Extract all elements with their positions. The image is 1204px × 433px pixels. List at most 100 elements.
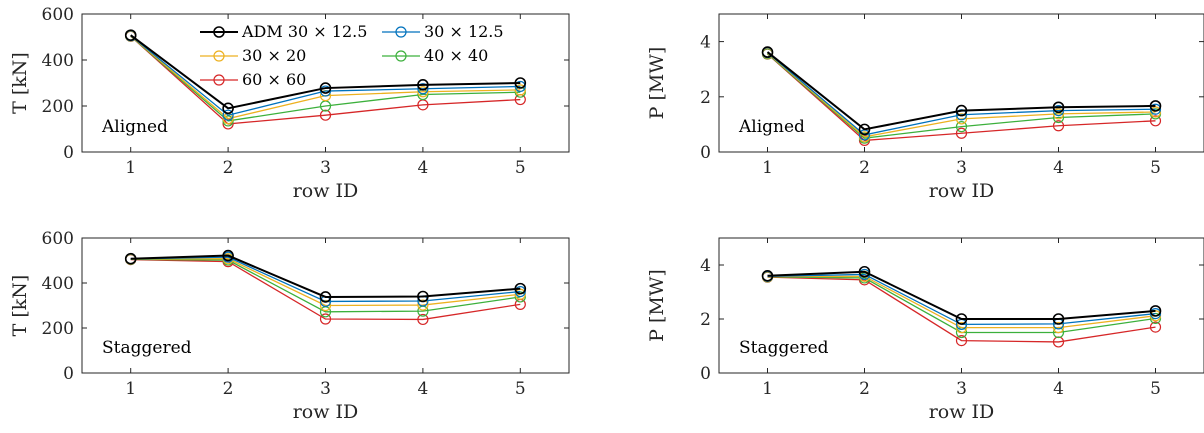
y-tick-label: 4 (700, 33, 711, 53)
data-point-series-0 (417, 79, 429, 91)
data-point-series-0 (1052, 313, 1065, 325)
x-tick-label: 2 (859, 158, 870, 178)
x-tick-label: 5 (515, 158, 526, 178)
data-point-series-4 (319, 313, 332, 325)
x-tick-label: 1 (762, 158, 773, 178)
legend-swatch-marker (213, 74, 225, 86)
y-tick-label: 2 (700, 88, 711, 108)
y-axis-label: P [MW] (646, 269, 668, 342)
data-point-series-4 (1149, 321, 1162, 333)
data-point-series-0 (319, 82, 332, 94)
series-line-1 (767, 273, 1156, 326)
x-tick-label: 2 (859, 379, 870, 399)
data-point-series-2 (417, 299, 429, 311)
y-tick-label: 2 (700, 310, 711, 330)
data-point-series-1 (417, 83, 429, 95)
y-tick-label: 4 (700, 256, 711, 276)
y-tick-label: 0 (63, 364, 74, 384)
series-line-0 (130, 34, 521, 110)
x-tick-label: 2 (223, 158, 234, 178)
series-line-4 (130, 258, 521, 321)
data-point-series-4 (319, 109, 332, 121)
series-line-3 (130, 35, 521, 122)
chart-bottom-left: 1 2 3 4 5 0 200 400 600 row ID T [kN] Staggered (9, 229, 570, 423)
data-point-series-0 (417, 290, 429, 303)
x-tick-label: 3 (956, 158, 967, 178)
x-tick-label: 1 (125, 158, 136, 178)
y-axis-label: T [kN] (9, 52, 31, 114)
y-tick-label: 600 (42, 229, 74, 249)
data-point-series-0 (1149, 305, 1162, 317)
data-point-series-2 (955, 113, 968, 125)
series-line-0 (130, 254, 521, 298)
series-line-1 (130, 256, 521, 303)
data-point-series-2 (417, 86, 429, 98)
data-point-series-3 (955, 121, 968, 133)
y-tick-label: 0 (700, 364, 711, 384)
series-line-1 (130, 35, 521, 116)
legend-entry-label: 60 × 60 (242, 70, 306, 89)
chart-top-left: 1 2 3 4 5 0 200 400 600 row ID T [kN] Aligned ADM 30… (9, 5, 570, 202)
data-point-series-0 (1149, 100, 1162, 112)
series-line-2 (130, 258, 521, 307)
legend-entry-label: ADM 30 × 12.5 (241, 22, 367, 41)
y-axis-label: P [MW] (646, 47, 668, 120)
series-line-0 (767, 270, 1156, 320)
series-line-1 (767, 52, 1156, 136)
panel-annotation: Aligned (738, 117, 805, 137)
x-axis-label: row ID (929, 180, 995, 202)
data-point-series-0 (124, 29, 137, 41)
data-point-series-0 (319, 291, 332, 303)
x-tick-label: 3 (956, 379, 967, 399)
data-point-series-2 (955, 322, 968, 334)
series-line-3 (130, 258, 521, 313)
x-tick-label: 5 (1150, 379, 1161, 399)
data-point-series-2 (319, 299, 332, 312)
series-line-4 (767, 276, 1156, 343)
series-line-4 (130, 35, 521, 125)
series-line-0 (766, 51, 1156, 131)
data-point-series-4 (417, 313, 429, 326)
data-point-series-0 (858, 265, 871, 278)
series-line-3 (767, 53, 1156, 139)
y-tick-label: 200 (42, 319, 74, 339)
series-line-4 (767, 53, 1156, 142)
panel-annotation: Staggered (739, 338, 829, 358)
x-axis-label: row ID (293, 401, 359, 423)
data-point-series-0 (955, 313, 968, 325)
y-axis-label: T [kN] (9, 275, 31, 337)
y-tick-label: 400 (42, 51, 74, 71)
data-point-series-1 (222, 109, 234, 121)
x-tick-label: 4 (417, 379, 428, 399)
legend-entry-label: 30 × 12.5 (424, 22, 504, 41)
data-point-series-4 (955, 335, 968, 347)
y-tick-label: 200 (42, 97, 74, 117)
data-point-series-1 (1052, 104, 1065, 117)
data-point-series-4 (955, 127, 968, 139)
y-tick-label: 0 (700, 143, 711, 163)
legend-swatch-marker (213, 50, 225, 62)
panel-annotation: Aligned (101, 117, 168, 137)
x-tick-label: 5 (1150, 158, 1161, 178)
data-point-series-2 (1052, 322, 1065, 334)
data-point-series-0 (514, 77, 527, 89)
x-tick-label: 4 (1053, 379, 1064, 399)
data-point-series-0 (761, 269, 774, 282)
x-tick-label: 3 (320, 158, 331, 178)
x-tick-label: 1 (125, 379, 136, 399)
data-point-series-1 (1149, 103, 1162, 115)
legend-entry-label: 30 × 20 (242, 46, 306, 65)
x-tick-label: 5 (515, 379, 526, 399)
data-point-series-3 (1149, 312, 1162, 325)
data-point-series-2 (514, 84, 526, 96)
data-point-series-2 (1149, 106, 1162, 118)
legend-swatch-marker (395, 26, 407, 38)
data-point-series-0 (761, 46, 774, 58)
data-point-series-0 (514, 282, 527, 295)
chart-bottom-right: 1 2 3 4 5 0 2 4 row ID P [MW] Staggered (646, 237, 1204, 423)
chart-top-right: 1 2 3 4 5 0 2 4 row ID P [MW] Aligned (646, 13, 1204, 202)
x-tick-label: 4 (417, 158, 428, 178)
data-point-series-4 (1149, 115, 1162, 127)
legend-entry-label: 40 × 40 (424, 46, 488, 65)
